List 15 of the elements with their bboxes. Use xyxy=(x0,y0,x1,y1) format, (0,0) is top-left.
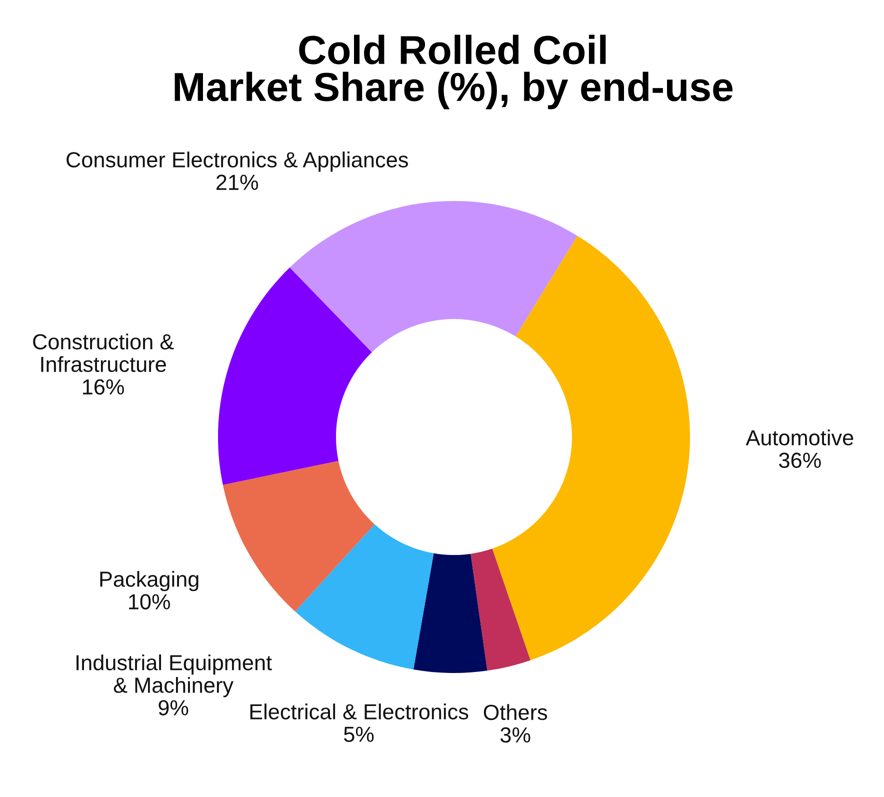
slice-label: Consumer Electronics & Appliances xyxy=(66,152,408,172)
chart-title: Cold Rolled Coil Market Share (%), by end-use xyxy=(174,34,733,110)
data-label: 36% xyxy=(779,452,821,468)
slice-label: Electrical & Electronics xyxy=(250,704,468,720)
slice-label: Industrial Equipment & Machinery xyxy=(76,654,272,698)
data-label: 21% xyxy=(216,174,258,190)
data-label: 5% xyxy=(344,726,374,742)
data-label: 9% xyxy=(158,700,188,716)
data-label: 10% xyxy=(129,594,170,610)
slice-label: Automotive xyxy=(746,430,854,446)
slice-label: Packaging xyxy=(100,570,198,592)
slice-label: Others xyxy=(484,704,548,720)
data-label: 16% xyxy=(83,379,124,395)
slice-label: Construction & Infrastructure xyxy=(33,334,174,372)
data-label: 3% xyxy=(500,727,530,743)
